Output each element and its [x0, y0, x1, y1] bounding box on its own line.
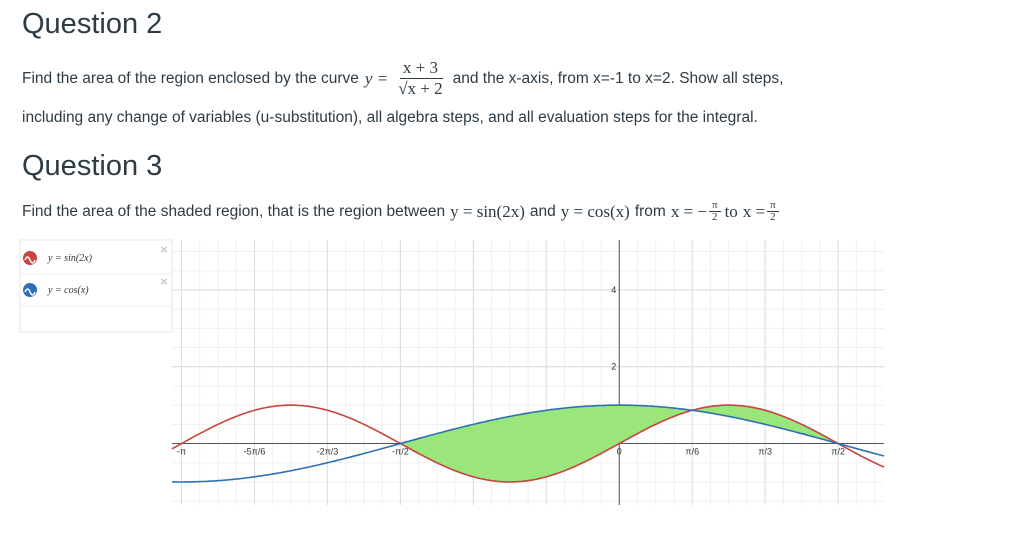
text: including any change of variables (u-sub… [22, 109, 758, 126]
x-tick-label: -2π/3 [317, 447, 339, 457]
close-button[interactable]: × [160, 273, 168, 289]
numerator: x + 3 [399, 58, 441, 79]
text: Find the area of the shaded region, that… [22, 202, 446, 220]
x-tick-label: -π/2 [392, 447, 409, 457]
radicand: x + 2 [407, 78, 443, 98]
expression-icon [23, 251, 37, 265]
text: and the x-axis, from x=-1 to x=2. Show a… [452, 69, 784, 87]
x-tick-label: -5π/6 [244, 447, 266, 457]
denominator: 2 [712, 211, 718, 223]
y-tick-label: 4 [611, 285, 616, 295]
expression: y = cos(x) [47, 285, 89, 296]
close-button[interactable]: × [160, 241, 168, 257]
x-tick-label: -π [177, 447, 186, 457]
text: Find the area of the region enclosed by … [22, 69, 359, 87]
icon-wave [24, 256, 36, 264]
text: from [634, 202, 666, 220]
x-tick-label: π/6 [685, 447, 699, 457]
math: x = − [670, 201, 707, 221]
question3-line: Find the area of the shaded region, that… [22, 200, 781, 223]
math: x = [742, 201, 766, 221]
numerator: π [709, 200, 721, 212]
heading: Question 2 [22, 8, 163, 40]
x-tick-label: π/3 [758, 447, 772, 457]
heading: Question 3 [22, 150, 163, 182]
x-tick-label: π/2 [831, 447, 845, 457]
math: y = sin(2x) [450, 201, 525, 221]
question2-line: Find the area of the region enclosed by … [22, 58, 783, 99]
expression-icon [23, 283, 37, 297]
expression-panel [19, 239, 173, 333]
curve [172, 404, 885, 483]
curve [171, 404, 885, 483]
denominator: 2 [770, 211, 776, 223]
numerator: π [767, 200, 779, 212]
text: and [529, 202, 556, 220]
radical: √ [398, 79, 408, 98]
math: y = [364, 68, 389, 88]
denominator: √x + 2 [398, 78, 443, 99]
text: to [724, 201, 738, 221]
math: y = cos(x) [560, 201, 630, 221]
y-tick-label: 2 [611, 362, 616, 372]
icon-wave [24, 288, 36, 296]
fraction: x + 3 √x + 2 [398, 58, 443, 99]
expression: y = sin(2x) [47, 253, 93, 264]
